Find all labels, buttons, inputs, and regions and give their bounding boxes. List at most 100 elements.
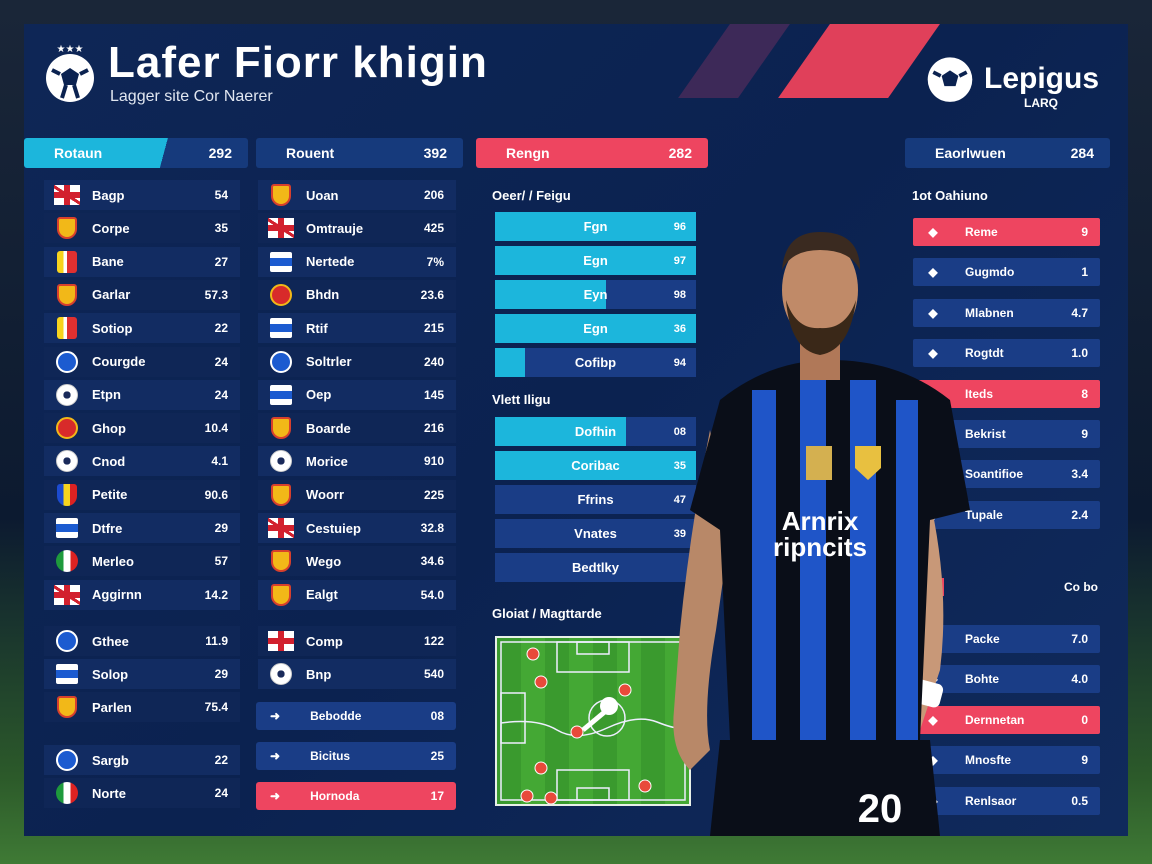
- stat-row[interactable]: ◆ Mnosfte 9: [913, 746, 1100, 775]
- list-item[interactable]: Parlen 75.4: [44, 692, 240, 722]
- list-item[interactable]: Uoan 206: [258, 180, 456, 210]
- italy-icon: [54, 550, 80, 573]
- item-name: Ealgt: [306, 587, 338, 603]
- list-item[interactable]: Comp 122: [258, 626, 456, 656]
- item-value: 34.6: [420, 554, 444, 569]
- arrow-icon: ➜: [270, 749, 281, 763]
- item-value: 4.1: [211, 454, 228, 469]
- bluesq-icon: [54, 663, 80, 685]
- list-item[interactable]: Ealgt 54.0: [258, 579, 456, 610]
- stat-bar[interactable]: Bedtlky: [495, 553, 696, 582]
- col4-group1-label: 1ot Oahiuno: [912, 188, 988, 203]
- stat-name: Mlabnen: [965, 305, 1014, 320]
- uk-icon: [268, 517, 294, 539]
- list-item[interactable]: Omtrauje 425: [258, 213, 456, 244]
- stat-bar-fill: [495, 280, 606, 309]
- stat-row[interactable]: ◆ Gugmdo 1: [913, 258, 1100, 287]
- list-item[interactable]: Bagp 54: [44, 180, 240, 210]
- list-item[interactable]: Bnp 540: [258, 659, 456, 689]
- list-item[interactable]: Oep 145: [258, 379, 456, 410]
- stat-name: Mnosfte: [965, 753, 1011, 768]
- stat-bar[interactable]: Fgn 96: [495, 212, 696, 241]
- stat-bar[interactable]: Eyn 98: [495, 280, 696, 309]
- col2-header[interactable]: Rouent 392: [256, 138, 463, 168]
- list-item[interactable]: Nertede 7%: [258, 246, 456, 277]
- item-name: Ghop: [92, 420, 126, 436]
- item-value: 215: [423, 321, 444, 336]
- stat-value: 98: [673, 288, 686, 301]
- league-ball-icon: [927, 57, 973, 102]
- col3-header[interactable]: Rengn 282: [476, 138, 708, 168]
- list-item[interactable]: Gthee 11.9: [44, 626, 240, 656]
- list-item[interactable]: Merleo 57: [44, 546, 240, 577]
- list-item[interactable]: Boarde 216: [258, 413, 456, 444]
- item-value: 7%: [426, 254, 444, 269]
- action-button[interactable]: ➜ Bebodde 08: [256, 702, 456, 730]
- list-item[interactable]: Ghop 10.4: [44, 413, 240, 444]
- stat-bar[interactable]: Dofhin 08: [495, 417, 696, 446]
- list-item[interactable]: Sargb 22: [44, 745, 240, 775]
- diamond-icon: ◆: [928, 712, 938, 727]
- list-item[interactable]: Sotiop 22: [44, 313, 240, 344]
- stat-bar[interactable]: Ffrins 47: [495, 485, 696, 514]
- action-button[interactable]: ➜ Bicitus 25: [256, 742, 456, 770]
- col4-header[interactable]: Eaorlwuen 284: [905, 138, 1110, 168]
- diamond-icon: ◆: [928, 346, 938, 361]
- stat-row[interactable]: ◆ Reme 9: [913, 218, 1100, 246]
- redc-icon: [54, 417, 80, 440]
- list-item[interactable]: Woorr 225: [258, 479, 456, 510]
- stat-name: Fgn: [583, 219, 608, 234]
- col1-header[interactable]: Rotaun 292: [24, 138, 248, 168]
- stat-bar[interactable]: Vnates 39: [495, 519, 696, 548]
- list-item[interactable]: Corpe 35: [44, 213, 240, 244]
- stat-bar[interactable]: Cofibp 94: [495, 348, 696, 377]
- player-photo: Arnrix ripncits 20: [673, 232, 970, 836]
- list-item[interactable]: Morice 910: [258, 446, 456, 477]
- action-button[interactable]: ➜ Hornoda 17: [256, 782, 456, 810]
- stat-bar[interactable]: Egn 36: [495, 314, 696, 343]
- bluesq-icon: [268, 384, 294, 406]
- list-item[interactable]: Cnod 4.1: [44, 446, 240, 477]
- stat-value: 0: [1081, 712, 1088, 727]
- list-item[interactable]: Bane 27: [44, 246, 240, 277]
- stat-bar[interactable]: Coribac 35: [495, 451, 696, 480]
- stat-name: Dernnetan: [965, 712, 1025, 727]
- list-item[interactable]: Norte 24: [44, 778, 240, 808]
- item-value: 24: [214, 387, 228, 402]
- list-item[interactable]: Solop 29: [44, 659, 240, 689]
- list-item[interactable]: Etpn 24: [44, 379, 240, 410]
- stat-value: 36: [673, 322, 686, 335]
- list-item[interactable]: Rtif 215: [258, 313, 456, 344]
- stat-row[interactable]: ◆ Rogtdt 1.0: [913, 339, 1100, 368]
- item-name: Garlar: [92, 287, 131, 303]
- item-value: 57: [214, 554, 228, 569]
- item-value: 240: [423, 354, 444, 369]
- bluesq-icon: [54, 517, 80, 539]
- stat-name: Egn: [583, 321, 608, 336]
- item-value: 35: [214, 221, 228, 236]
- list-item[interactable]: Aggirnn 14.2: [44, 579, 240, 610]
- list-item[interactable]: Bhdn 23.6: [258, 279, 456, 310]
- stat-row[interactable]: ◆ Mlabnen 4.7: [913, 298, 1100, 327]
- svg-text:★★★: ★★★: [57, 44, 84, 55]
- list-item[interactable]: Petite 90.6: [44, 479, 240, 510]
- stat-name: Cofibp: [574, 355, 617, 370]
- list-item[interactable]: Courgde 24: [44, 346, 240, 377]
- stat-bar-fill: [495, 212, 696, 241]
- stat-bar[interactable]: Egn 97: [495, 246, 696, 275]
- stat-name: Ffrins: [577, 492, 614, 507]
- list-item[interactable]: Garlar 57.3: [44, 279, 240, 310]
- stat-value: 4.0: [1071, 672, 1088, 687]
- list-item[interactable]: Soltrler 240: [258, 346, 456, 377]
- list-item[interactable]: Cestuiep 32.8: [258, 513, 456, 543]
- list-item[interactable]: Wego 34.6: [258, 546, 456, 577]
- stat-row[interactable]: ◆ Dernnetan 0: [913, 705, 1100, 734]
- shield-icon: [268, 184, 294, 206]
- col2-header-label: Rouent: [286, 145, 335, 161]
- shield-icon: [54, 283, 80, 306]
- list-item[interactable]: Dtfre 29: [44, 513, 240, 543]
- bluesq-icon: [268, 317, 294, 339]
